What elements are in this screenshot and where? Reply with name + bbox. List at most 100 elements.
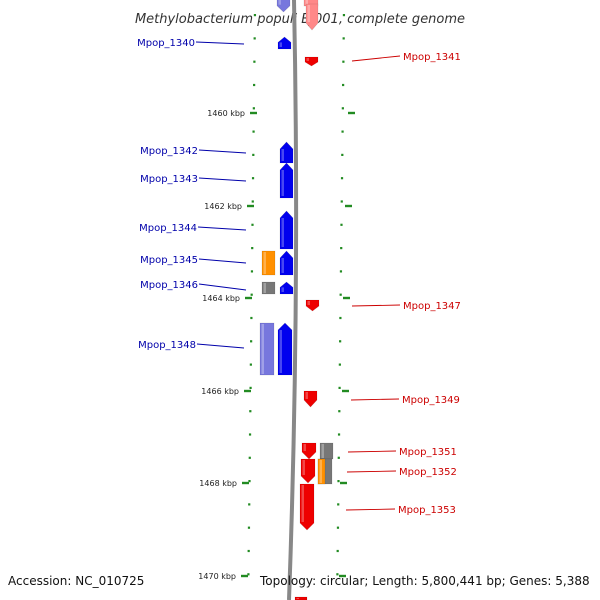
gene-shape-mpop-1346: [279, 281, 294, 295]
gene-shape-mpop-1351-shine: [303, 444, 306, 451]
guide-dot: [248, 503, 251, 506]
guide-dot: [339, 270, 343, 273]
tick-mark-left: [244, 389, 251, 393]
leader-line-mpop-1353: [345, 508, 396, 511]
guide-dot: [253, 83, 256, 87]
guide-dot: [247, 573, 250, 576]
gene-shape-mpop-1347: [305, 299, 320, 312]
gene-shape-mpop-1349-shine: [305, 392, 308, 399]
guide-dot: [250, 293, 253, 296]
leader-line-mpop-1349: [350, 398, 400, 401]
gene-shape-partial-bottom: [294, 596, 308, 600]
gene-shape-mpop-1347-shine: [307, 301, 310, 306]
guide-dot: [341, 130, 344, 133]
gene-shape-mpop-1348-shine: [279, 330, 282, 373]
guide-dot: [339, 293, 342, 296]
gene-shape-light-1348-shine: [261, 324, 264, 374]
gene-shape-mpop-1344-shine: [281, 218, 284, 247]
gene-shape-grey-1351-shine: [321, 444, 324, 458]
guide-dot: [247, 549, 250, 553]
gene-labels: Mpop_1340 Mpop_1341 Mpop_1342 Mpop_1343 Mpop…: [137, 38, 461, 516]
gene-label-mpop-1346[interactable]: Mpop_1346: [140, 280, 198, 291]
gene-shape-mpop-1341-shine: [306, 58, 309, 61]
gene-label-mpop-1340[interactable]: Mpop_1340: [137, 38, 195, 49]
guide-dot: [251, 223, 254, 226]
tick-mark-right: [348, 111, 355, 115]
guide-dot: [337, 480, 340, 483]
leader-line-mpop-1340: [195, 41, 245, 45]
gene-label-mpop-1349[interactable]: Mpop_1349: [402, 395, 460, 406]
gene-shape-mpop-1352-shine: [302, 460, 305, 475]
guide-dot: [339, 340, 342, 343]
guide-dot: [249, 363, 252, 366]
guide-dot: [248, 456, 251, 459]
gene-shape-orange-1352: [317, 458, 326, 485]
genome-backbone: [287, 0, 299, 600]
guide-dot: [336, 526, 340, 529]
guide-dot: [342, 14, 346, 17]
guide-dot: [250, 316, 253, 320]
gene-label-mpop-1344[interactable]: Mpop_1344: [139, 223, 197, 234]
guide-dot: [251, 200, 254, 203]
guide-dot: [248, 433, 252, 436]
guide-dot: [250, 270, 254, 273]
gene-label-mpop-1353[interactable]: Mpop_1353: [398, 505, 456, 516]
accession-text: Accession: NC_010725: [8, 574, 145, 588]
guide-dot: [253, 37, 256, 40]
leader-line-mpop-1343: [198, 177, 247, 182]
gene-label-mpop-1343[interactable]: Mpop_1343: [140, 174, 198, 185]
leader-line-mpop-1344: [197, 226, 247, 231]
gene-shape-light-1348: [259, 322, 275, 376]
gene-shape-partial-forward-shine: [278, 0, 281, 5]
leader-line-mpop-1345: [198, 258, 247, 264]
gene-label-mpop-1342[interactable]: Mpop_1342: [140, 146, 198, 157]
guide-dot: [250, 340, 253, 343]
gene-label-mpop-1345[interactable]: Mpop_1345: [140, 255, 198, 266]
gene-shape-mpop-1341: [304, 56, 319, 67]
tick-mark-left: [245, 296, 252, 300]
guide-dot: [340, 223, 343, 226]
guide-dot: [336, 549, 339, 553]
guide-dot: [337, 433, 341, 436]
gene-label-mpop-1347[interactable]: Mpop_1347: [403, 301, 461, 312]
guide-dot: [341, 153, 344, 156]
guide-dot: [337, 503, 340, 506]
guide-dot: [253, 60, 256, 63]
guide-dot: [342, 83, 345, 87]
guide-dots: [247, 14, 346, 576]
gene-shape-mpop-1353-shine: [301, 485, 304, 522]
leader-line-mpop-1346: [198, 283, 247, 291]
genome-stats-text: Topology: circular; Length: 5,800,441 bp…: [260, 574, 590, 588]
gene-shape-partial-reverse-2: [305, 3, 319, 31]
tick-mark-right: [343, 296, 350, 300]
gene-shape-mpop-1344: [279, 210, 294, 250]
leader-line-mpop-1352: [346, 470, 397, 473]
gene-shape-grey-1346-shine: [263, 283, 266, 293]
gene-label-mpop-1348[interactable]: Mpop_1348: [138, 340, 196, 351]
tick-mark-left: [250, 111, 257, 115]
gene-shape-grey-1346: [261, 281, 276, 295]
guide-dot: [340, 200, 343, 203]
guide-dot: [249, 386, 252, 389]
gene-shape-mpop-1342-shine: [281, 149, 284, 161]
guide-dot: [252, 107, 255, 110]
gene-label-mpop-1352[interactable]: Mpop_1352: [399, 467, 457, 478]
guide-dot: [336, 573, 339, 576]
tick-label: 1468 kbp: [199, 479, 237, 488]
gene-shape-mpop-1346-shine: [281, 287, 284, 292]
gene-shape-mpop-1343: [279, 162, 294, 199]
gene-shape-mpop-1352: [300, 458, 316, 484]
axis-ticks: 1460 kbp 1462 kbp 1464 kbp 1466 kbp 1468 kbp…: [198, 109, 355, 581]
tick-mark-right: [340, 481, 347, 485]
tick-label: 1462 kbp: [204, 202, 242, 211]
tick-label: 1466 kbp: [201, 387, 239, 396]
gene-label-mpop-1341[interactable]: Mpop_1341: [403, 52, 461, 63]
gene-shape-mpop-1342: [279, 141, 294, 164]
tick-mark-left: [242, 481, 249, 485]
guide-dot: [251, 247, 254, 250]
gene-shape-mpop-1340: [277, 36, 292, 50]
gene-shape-mpop-1349: [303, 390, 318, 408]
guide-dot: [341, 107, 344, 110]
gene-label-mpop-1351[interactable]: Mpop_1351: [399, 447, 457, 458]
leader-line-mpop-1341: [351, 55, 401, 62]
